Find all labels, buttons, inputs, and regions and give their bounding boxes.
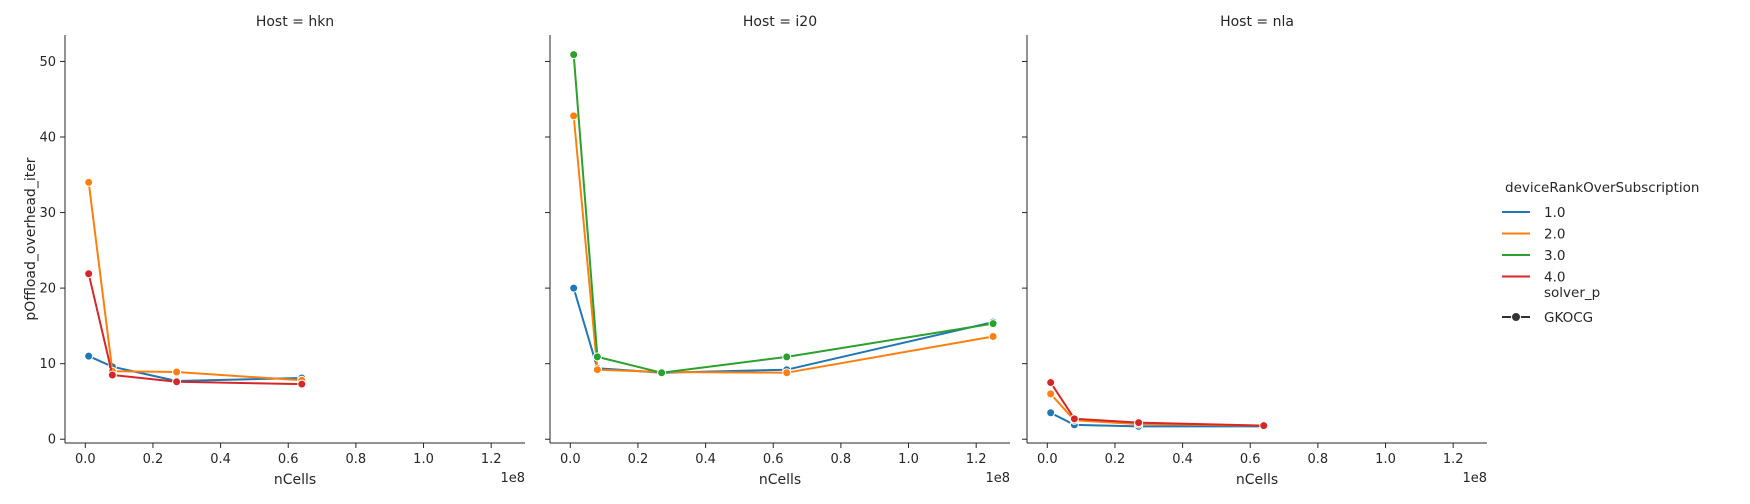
data-point <box>172 377 182 387</box>
x-offset-label: 1e8 <box>985 471 1010 486</box>
data-point <box>988 331 998 341</box>
series-line-2-0 <box>87 182 302 382</box>
x-tick-label: 1.0 <box>1375 452 1396 467</box>
legend-style-title: solver_p <box>1544 285 1600 301</box>
data-point <box>1046 408 1056 418</box>
legend-label: 2.0 <box>1544 227 1565 243</box>
x-tick-label: 0.8 <box>1308 452 1329 467</box>
series-line-1-0 <box>1050 411 1264 428</box>
x-tick-label: 0.4 <box>210 452 231 467</box>
series-line-3-0 <box>572 54 994 374</box>
y-tick-label: 40 <box>39 131 56 146</box>
data-point <box>297 379 307 389</box>
x-tick-label: 0.4 <box>695 452 716 467</box>
data-point <box>84 351 94 361</box>
x-tick-label: 0.6 <box>763 452 784 467</box>
y-tick-label: 0 <box>48 433 56 448</box>
panel-title: Host = hkn <box>256 14 334 30</box>
x-axis-label: nCells <box>1236 472 1278 488</box>
x-tick-label: 0.0 <box>1037 452 1058 467</box>
x-offset-label: 1e8 <box>1462 471 1487 486</box>
x-tick-label: 0.0 <box>560 452 581 467</box>
x-tick-label: 0.6 <box>1240 452 1261 467</box>
x-tick-label: 0.0 <box>75 452 96 467</box>
x-tick-label: 1.2 <box>966 452 987 467</box>
data-point <box>1259 421 1269 431</box>
legend-marker-icon <box>1511 312 1521 322</box>
x-tick-label: 0.6 <box>278 452 299 467</box>
y-tick-label: 20 <box>39 282 56 297</box>
legend-label: 3.0 <box>1544 248 1565 264</box>
series-line-4-0 <box>87 273 302 386</box>
data-point <box>1134 418 1144 428</box>
legend-label: 4.0 <box>1544 270 1565 286</box>
data-point <box>84 269 94 279</box>
data-point <box>782 368 792 378</box>
data-point <box>569 283 579 293</box>
data-point <box>172 367 182 377</box>
x-tick-label: 0.2 <box>628 452 649 467</box>
data-point <box>988 319 998 329</box>
x-tick-label: 0.2 <box>1105 452 1126 467</box>
data-point <box>1046 389 1056 399</box>
x-tick-label: 0.8 <box>831 452 852 467</box>
data-point <box>569 111 579 121</box>
series-line-1-0 <box>572 287 994 374</box>
data-point <box>1046 378 1056 388</box>
x-offset-label: 1e8 <box>500 471 525 486</box>
y-tick-label: 50 <box>39 55 56 70</box>
data-point <box>592 365 602 375</box>
x-tick-label: 1.0 <box>413 452 434 467</box>
legend-style-label: GKOCG <box>1544 310 1593 326</box>
x-axis-label: nCells <box>274 472 316 488</box>
panel-title: Host = nla <box>1220 14 1294 30</box>
x-tick-label: 0.8 <box>346 452 367 467</box>
legend-title: deviceRankOverSubscription <box>1505 180 1699 196</box>
series-line-4-0 <box>1049 382 1264 427</box>
data-point <box>782 352 792 362</box>
y-tick-label: 10 <box>39 357 56 372</box>
data-point <box>107 370 117 380</box>
data-point <box>1069 414 1079 424</box>
x-tick-label: 0.2 <box>143 452 164 467</box>
y-axis-label: pOffload_overhead_iter <box>23 157 39 320</box>
x-tick-label: 1.2 <box>1443 452 1464 467</box>
series-line-1-0 <box>88 355 302 382</box>
y-tick-label: 30 <box>39 206 56 221</box>
x-tick-label: 0.4 <box>1172 452 1193 467</box>
x-axis-label: nCells <box>759 472 801 488</box>
data-point <box>84 177 94 187</box>
legend-label: 1.0 <box>1544 205 1565 221</box>
series-line-2-0 <box>1049 393 1264 427</box>
x-tick-label: 1.0 <box>898 452 919 467</box>
data-point <box>657 368 667 378</box>
panel-title: Host = i20 <box>743 14 817 30</box>
data-point <box>569 50 579 60</box>
data-point <box>592 352 602 362</box>
x-tick-label: 1.2 <box>481 452 502 467</box>
